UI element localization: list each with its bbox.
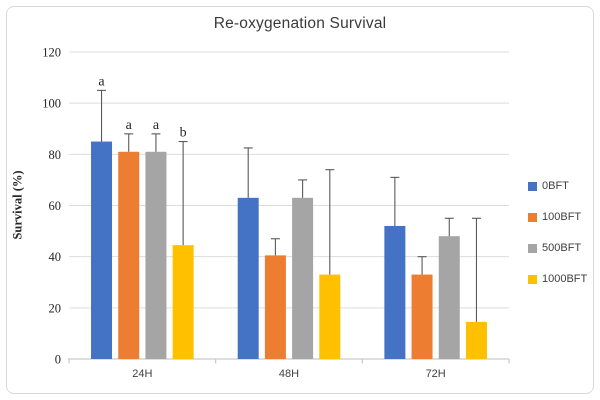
legend-label: 1000BFT [542, 273, 588, 285]
significance-letters: a a a b [98, 74, 186, 140]
legend-label: 500BFT [542, 242, 582, 254]
sig-letter-500BFT-24H: a [153, 118, 160, 133]
legend-item-100BFT: 100BFT [528, 211, 587, 223]
bar-1000BFT-24H [172, 245, 194, 359]
y-tick-label-120: 120 [42, 46, 61, 60]
y-tick-label-60: 60 [49, 199, 62, 213]
y-tick-label-40: 40 [49, 250, 62, 264]
y-tick-labels: 0 20 40 60 80 100 120 [42, 46, 61, 367]
x-tick-label-48H: 48H [279, 368, 299, 380]
bar-100BFT-48H [264, 255, 286, 359]
x-tick-label-72H: 72H [426, 368, 446, 380]
sig-letter-100BFT-24H: a [126, 118, 133, 133]
bar-1000BFT-48H [319, 274, 341, 359]
legend-item-0BFT: 0BFT [528, 180, 587, 192]
y-tick-label-100: 100 [42, 97, 61, 111]
sig-letter-1000BFT-24H: b [180, 126, 187, 141]
y-tick-label-20: 20 [49, 301, 62, 315]
y-tick-label-0: 0 [55, 353, 61, 367]
error-bars [97, 89, 481, 322]
x-tick-labels: 24H 48H 72H [132, 368, 446, 380]
bar-series [91, 141, 487, 359]
bar-500BFT-72H [438, 236, 460, 359]
sig-letter-0BFT-24H: a [98, 74, 105, 89]
y-tick-label-80: 80 [49, 148, 62, 162]
gridlines [69, 51, 509, 309]
bar-0BFT-72H [384, 225, 406, 359]
legend-swatch-icon [528, 181, 537, 191]
bar-100BFT-24H [118, 151, 140, 359]
legend-swatch-icon [528, 212, 537, 222]
bar-500BFT-24H [145, 151, 167, 359]
x-axis-line [68, 358, 510, 364]
bar-0BFT-24H [91, 141, 113, 359]
bar-500BFT-48H [292, 197, 314, 359]
bar-0BFT-48H [237, 197, 259, 359]
legend-item-1000BFT: 1000BFT [528, 273, 587, 285]
bar-100BFT-72H [411, 274, 433, 359]
legend: 0BFT 100BFT 500BFT 1000BFT [528, 180, 587, 285]
legend-label: 0BFT [542, 180, 569, 192]
legend-swatch-icon [528, 243, 537, 253]
legend-label: 100BFT [542, 211, 582, 223]
legend-item-500BFT: 500BFT [528, 242, 587, 254]
bar-1000BFT-72H [465, 321, 487, 359]
x-tick-label-24H: 24H [132, 368, 152, 380]
chart-title: Re-oxygenation Survival [213, 15, 387, 32]
legend-swatch-icon [528, 274, 537, 284]
